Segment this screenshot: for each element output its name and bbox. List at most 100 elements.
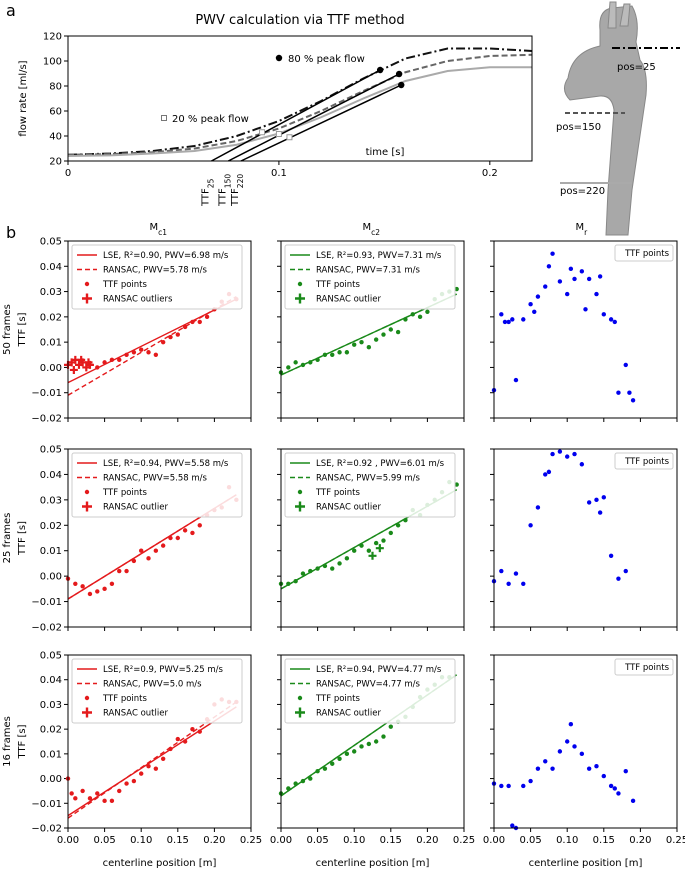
ttf-point [300, 778, 306, 784]
ttf-point [95, 791, 100, 796]
ttf-point [513, 377, 519, 383]
ttf-point [543, 759, 548, 764]
plot-frame [493, 654, 678, 829]
ttf-point [153, 352, 159, 357]
legend-label: LSE, R²=0.90, PWV=6.98 m/s [103, 251, 229, 261]
y-tick-label: 0.01 [40, 749, 62, 760]
ttf-point [204, 314, 210, 320]
ttf-point [513, 571, 519, 576]
x-tick-label: 0.10 [556, 835, 578, 846]
x-axis-label: centerline position [m] [316, 858, 430, 869]
lse-line [67, 706, 237, 817]
aorta-image: pos=25 pos=150 pos=220 [556, 1, 680, 236]
x-axis-label: centerline position [m] [529, 858, 643, 869]
tangent-line [227, 73, 400, 162]
y-tick-label: 0.02 [40, 521, 62, 532]
ttf-point [586, 500, 592, 505]
ttf-point [535, 766, 541, 771]
x-tick-label: 0.20 [203, 835, 225, 846]
ttf-point [579, 462, 585, 467]
ttf-point [601, 773, 606, 779]
ransac-line [67, 494, 237, 600]
legend-label: LSE, R²=0.93, PWV=7.31 m/s [316, 251, 442, 261]
ttf-point [623, 568, 628, 574]
legend-label: RANSAC, PWV=5.58 m/s [103, 474, 208, 484]
ttf-point [499, 312, 504, 317]
x-tick-label: 0.00 [483, 835, 505, 846]
legend-box [614, 244, 674, 262]
legend-marker [82, 707, 92, 718]
plot-frame [280, 240, 465, 419]
ttf-point [330, 352, 335, 357]
pos-label: pos=220 [560, 186, 605, 197]
x-tick-label: 0.25 [453, 835, 475, 846]
legend-box [614, 452, 674, 470]
ttf-point [521, 317, 526, 322]
ttf-label-base: TTF [230, 188, 241, 207]
ttf-point [594, 764, 599, 769]
legend-box [284, 244, 456, 310]
ttf-point [109, 798, 115, 804]
ttf-point [286, 365, 291, 370]
subplot: −0.02 −0.01 0.00 0.01 0.02 0.03 0.04 0.05 25 fra… [2, 445, 252, 634]
subplot: LSE, R²=0.92 , PWV=6.01 m/s RANSAC, PWV=5… [277, 448, 465, 631]
ttf-point [330, 761, 335, 766]
ransac-line [67, 296, 237, 396]
outlier [77, 355, 86, 364]
ttf-point [337, 756, 342, 761]
ttf-point [403, 518, 408, 523]
ttf-point [521, 581, 526, 586]
legend-box [71, 452, 243, 518]
ttf-point [623, 362, 628, 368]
x-tick-label: 0.10 [130, 835, 152, 846]
y-tick-label: 0.02 [40, 312, 62, 323]
ttf-point [160, 543, 166, 548]
y-tick-label: 0.05 [40, 445, 62, 456]
ttf-point [630, 798, 636, 804]
ttf-point [528, 302, 533, 307]
ttf-point [417, 314, 423, 320]
ttf-point [608, 553, 614, 558]
ttf-point [550, 766, 555, 771]
legend-label: RANSAC outliers [103, 295, 173, 305]
ttf-point [308, 360, 313, 365]
ttf-point [175, 736, 180, 742]
ttf-point [572, 451, 577, 457]
pos-label: pos=25 [617, 62, 656, 73]
x-tick-label: 0.15 [380, 835, 402, 846]
y-tick-label: 0.04 [40, 675, 62, 686]
legend-label: RANSAC outlier [103, 709, 168, 719]
flow-curve [68, 53, 532, 156]
plot-frame [280, 654, 465, 829]
ttf-point [352, 548, 357, 553]
legend-box [614, 658, 674, 676]
row-label: 16 frames [2, 716, 13, 767]
x-tick-label: 0.20 [629, 835, 651, 846]
ttf-point [543, 472, 548, 477]
y-axis-label: TTF [s] [17, 312, 28, 347]
plot-frame [67, 654, 252, 829]
ttf-point [146, 764, 151, 769]
ttf-label-base: TTF [200, 188, 211, 207]
tangent-line [211, 69, 381, 162]
x-tick-label: 0.05 [306, 835, 328, 846]
peak20-marker [275, 131, 282, 137]
column-title-sub: c2 [371, 228, 380, 237]
ttf-point [454, 482, 459, 487]
legend-marker [275, 54, 283, 62]
legend-label: LSE, R²=0.9, PWV=5.25 m/s [103, 665, 224, 675]
ttf-point [87, 591, 93, 597]
column-title: Mr [576, 222, 589, 237]
ttf-point [160, 339, 166, 345]
ttf-point [102, 798, 107, 804]
peak20-marker [259, 129, 266, 136]
ttf-point [594, 497, 599, 503]
ttf-point [95, 589, 100, 594]
ttf-point [586, 766, 592, 771]
ttf-point [293, 781, 298, 786]
lse-line [67, 298, 237, 384]
ttf-point [565, 291, 570, 297]
ttf-point [381, 734, 386, 739]
ttf-point [315, 566, 320, 571]
